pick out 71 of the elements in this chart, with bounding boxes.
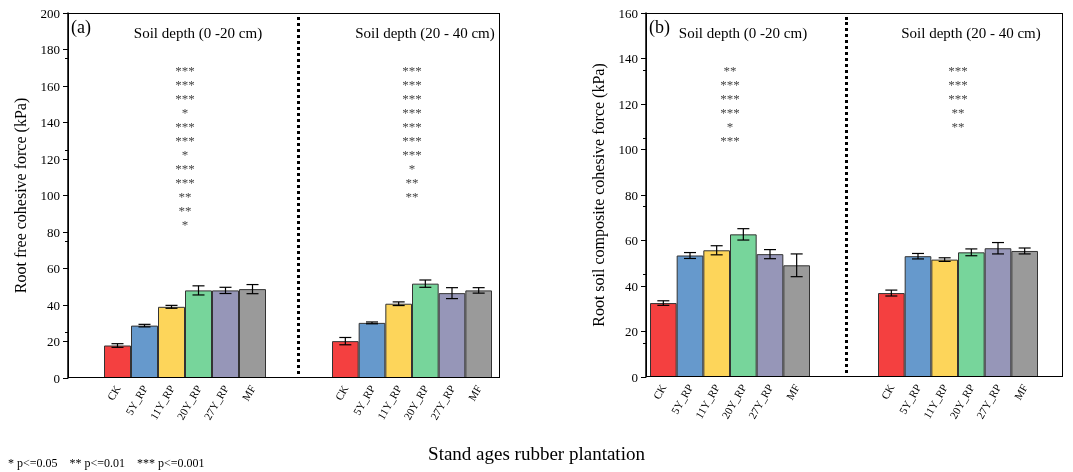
annotation: *** bbox=[402, 76, 422, 92]
text: * p<=0.05 ** p<=0.01 *** p<=0.001 bbox=[8, 456, 205, 471]
y-tick-label: 60 bbox=[625, 233, 638, 248]
y-tick-label: 100 bbox=[40, 188, 60, 203]
y-tick-label: 0 bbox=[53, 370, 60, 386]
text: Soil depth (0 -20 cm) bbox=[133, 24, 263, 42]
x-tick-label: MF bbox=[465, 383, 484, 403]
annotation: *** bbox=[175, 132, 195, 148]
annotation: *** bbox=[175, 118, 195, 134]
y-tick-label: 200 bbox=[40, 5, 60, 21]
annotation: *** bbox=[175, 174, 195, 190]
y-tick-label: 20 bbox=[47, 334, 60, 349]
x-tick-label: CK bbox=[878, 381, 897, 402]
y-tick-label: 100 bbox=[618, 142, 638, 157]
x-tick-label: MF bbox=[1011, 382, 1030, 402]
annotation: ** bbox=[723, 62, 737, 78]
y-tick-label: 140 bbox=[40, 115, 60, 130]
annotation: *** bbox=[175, 90, 195, 106]
annotation: *** bbox=[720, 76, 740, 92]
y-tick-label: 140 bbox=[618, 51, 638, 66]
annotation: * bbox=[726, 118, 734, 134]
annotation: *** bbox=[175, 160, 195, 176]
annotation: *** bbox=[720, 132, 740, 148]
annotation: *** bbox=[402, 62, 422, 78]
annotation: ** bbox=[405, 174, 419, 190]
annotation: *** bbox=[720, 104, 740, 120]
text: Soil depth (20 - 40 cm) bbox=[355, 24, 495, 42]
annotation: ** bbox=[951, 118, 965, 134]
annotation: * bbox=[181, 216, 189, 232]
annotation: ** bbox=[178, 202, 192, 218]
y-tick-label: 60 bbox=[47, 261, 60, 276]
y-axis-title: Root soil composite cohesive force (kPa) bbox=[589, 63, 608, 327]
y-tick-label: 120 bbox=[40, 151, 60, 167]
annotation: *** bbox=[948, 90, 968, 106]
y-tick-label: 40 bbox=[625, 278, 638, 294]
text: Stand ages rubber plantation bbox=[428, 443, 645, 464]
text: (a) bbox=[71, 17, 91, 38]
annotation: *** bbox=[720, 90, 740, 106]
y-tick-label: 80 bbox=[625, 187, 638, 203]
x-tick-label: MF bbox=[783, 382, 802, 402]
x-tick-label: MF bbox=[239, 383, 258, 403]
annotation: * bbox=[181, 146, 189, 162]
annotation: *** bbox=[175, 62, 195, 78]
annotation: ** bbox=[951, 104, 965, 120]
annotation: *** bbox=[402, 118, 422, 134]
x-tick-label: CK bbox=[650, 381, 669, 402]
y-tick-label: 20 bbox=[625, 324, 638, 339]
text: Soil depth (20 - 40 cm) bbox=[901, 24, 1041, 42]
y-tick-label: 180 bbox=[40, 42, 60, 57]
y-tick-label: 160 bbox=[40, 78, 60, 94]
annotation: (b) bbox=[649, 17, 670, 38]
x-tick-label: CK bbox=[332, 382, 351, 403]
annotation: * bbox=[408, 160, 416, 176]
x-tick-label: CK bbox=[104, 382, 123, 403]
annotation: *** bbox=[402, 90, 422, 106]
y-tick-label: 160 bbox=[618, 5, 638, 21]
annotation: ** bbox=[178, 188, 192, 204]
annotation: *** bbox=[175, 76, 195, 92]
annotation: *** bbox=[948, 62, 968, 78]
annotation: *** bbox=[402, 146, 422, 162]
annotation: *** bbox=[402, 104, 422, 120]
y-tick-label: 80 bbox=[47, 224, 60, 240]
annotation: * bbox=[181, 104, 189, 120]
y-tick-label: 0 bbox=[631, 369, 638, 385]
annotation: *** bbox=[402, 132, 422, 148]
annotation: ** bbox=[405, 188, 419, 204]
annotation: *** bbox=[948, 76, 968, 92]
y-tick-label: 120 bbox=[618, 96, 638, 112]
y-axis-title: Root free cohesive force (kPa) bbox=[11, 97, 30, 294]
text: Soil depth (0 -20 cm) bbox=[678, 24, 808, 42]
y-tick-label: 40 bbox=[47, 297, 60, 313]
